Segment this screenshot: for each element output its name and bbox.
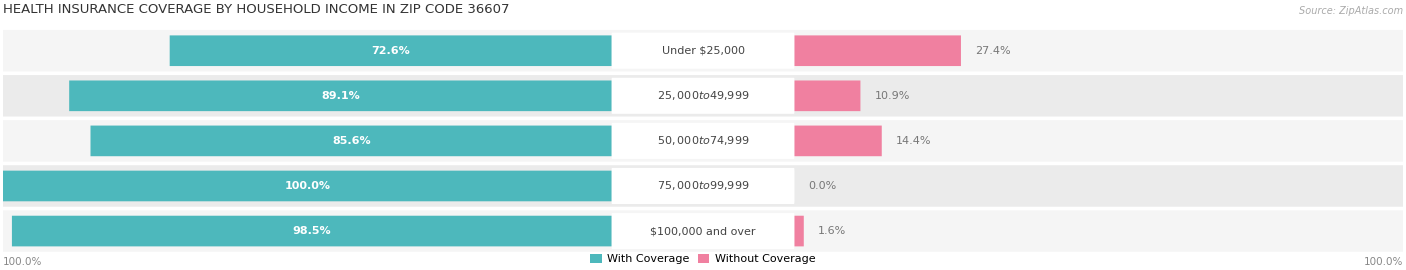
FancyBboxPatch shape — [3, 75, 1403, 117]
Text: $100,000 and over: $100,000 and over — [650, 226, 756, 236]
Text: 27.4%: 27.4% — [974, 46, 1011, 56]
Text: Under $25,000: Under $25,000 — [661, 46, 745, 56]
Text: 98.5%: 98.5% — [292, 226, 332, 236]
Text: 100.0%: 100.0% — [284, 181, 330, 191]
FancyBboxPatch shape — [90, 126, 612, 156]
Text: 0.0%: 0.0% — [808, 181, 837, 191]
Text: 100.0%: 100.0% — [3, 257, 42, 267]
Legend: With Coverage, Without Coverage: With Coverage, Without Coverage — [591, 254, 815, 264]
Text: 1.6%: 1.6% — [818, 226, 846, 236]
Text: 10.9%: 10.9% — [875, 91, 910, 101]
FancyBboxPatch shape — [794, 35, 960, 66]
Text: Source: ZipAtlas.com: Source: ZipAtlas.com — [1299, 6, 1403, 16]
FancyBboxPatch shape — [612, 123, 794, 159]
FancyBboxPatch shape — [794, 216, 804, 247]
Text: 85.6%: 85.6% — [332, 136, 371, 146]
Text: 14.4%: 14.4% — [896, 136, 931, 146]
Text: HEALTH INSURANCE COVERAGE BY HOUSEHOLD INCOME IN ZIP CODE 36607: HEALTH INSURANCE COVERAGE BY HOUSEHOLD I… — [3, 2, 509, 16]
Text: $50,000 to $74,999: $50,000 to $74,999 — [657, 134, 749, 147]
FancyBboxPatch shape — [3, 30, 1403, 72]
FancyBboxPatch shape — [3, 120, 1403, 162]
FancyBboxPatch shape — [612, 78, 794, 114]
FancyBboxPatch shape — [170, 35, 612, 66]
FancyBboxPatch shape — [69, 80, 612, 111]
Text: 100.0%: 100.0% — [1364, 257, 1403, 267]
FancyBboxPatch shape — [3, 165, 1403, 207]
Text: 72.6%: 72.6% — [371, 46, 411, 56]
FancyBboxPatch shape — [794, 126, 882, 156]
FancyBboxPatch shape — [612, 213, 794, 249]
Text: $25,000 to $49,999: $25,000 to $49,999 — [657, 89, 749, 102]
Text: 89.1%: 89.1% — [321, 91, 360, 101]
FancyBboxPatch shape — [794, 80, 860, 111]
Text: $75,000 to $99,999: $75,000 to $99,999 — [657, 180, 749, 193]
FancyBboxPatch shape — [3, 171, 612, 201]
FancyBboxPatch shape — [11, 216, 612, 247]
FancyBboxPatch shape — [612, 168, 794, 204]
FancyBboxPatch shape — [3, 210, 1403, 252]
FancyBboxPatch shape — [612, 33, 794, 69]
